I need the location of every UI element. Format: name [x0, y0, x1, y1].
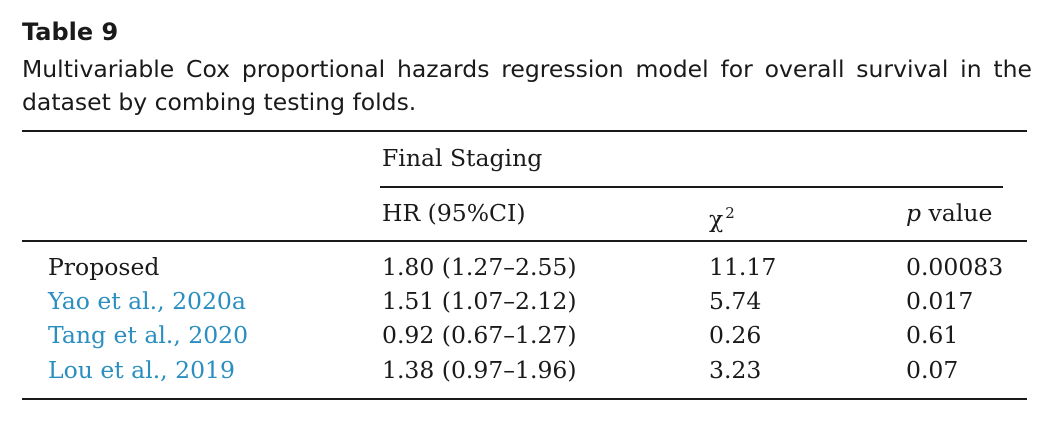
column-header-hr: HR (95%CI)	[382, 199, 526, 227]
table-row-chi2: 0.26	[709, 321, 762, 349]
header-bottom-rule	[22, 240, 1027, 242]
group-header-rule	[380, 186, 1003, 188]
table-row-hr: 1.80 (1.27–2.55)	[382, 253, 577, 281]
table-row-chi2: 11.17	[709, 253, 777, 281]
table-row-p: 0.61	[906, 321, 959, 349]
p-symbol: p	[906, 199, 922, 227]
citation-link-lou-2019[interactable]: Lou et al., 2019	[48, 356, 235, 384]
group-header-final-staging: Final Staging	[382, 144, 543, 172]
top-rule	[22, 130, 1027, 132]
citation-link-tang-2020[interactable]: Tang et al., 2020	[48, 321, 249, 349]
citation-link-yao-2020a[interactable]: Yao et al., 2020a	[48, 287, 246, 315]
table-row-hr: 0.92 (0.67–1.27)	[382, 321, 577, 349]
table-row-p: 0.017	[906, 287, 974, 315]
bottom-rule	[22, 398, 1027, 400]
table-caption: Multivariable Cox proportional hazards r…	[22, 55, 1032, 116]
table-row-p: 0.00083	[906, 253, 1004, 281]
table-row-hr: 1.51 (1.07–2.12)	[382, 287, 577, 315]
table-row-chi2: 3.23	[709, 356, 762, 384]
table-row-hr: 1.38 (0.97–1.96)	[382, 356, 577, 384]
table-row-chi2: 5.74	[709, 287, 762, 315]
table-label: Table 9	[22, 18, 119, 46]
column-header-p-value: p value	[906, 198, 992, 228]
table-row-p: 0.07	[906, 356, 959, 384]
chi-symbol: χ	[709, 205, 724, 233]
table-row-method: Proposed	[48, 253, 160, 281]
chi-exponent: 2	[725, 204, 735, 222]
p-word: value	[928, 199, 993, 227]
